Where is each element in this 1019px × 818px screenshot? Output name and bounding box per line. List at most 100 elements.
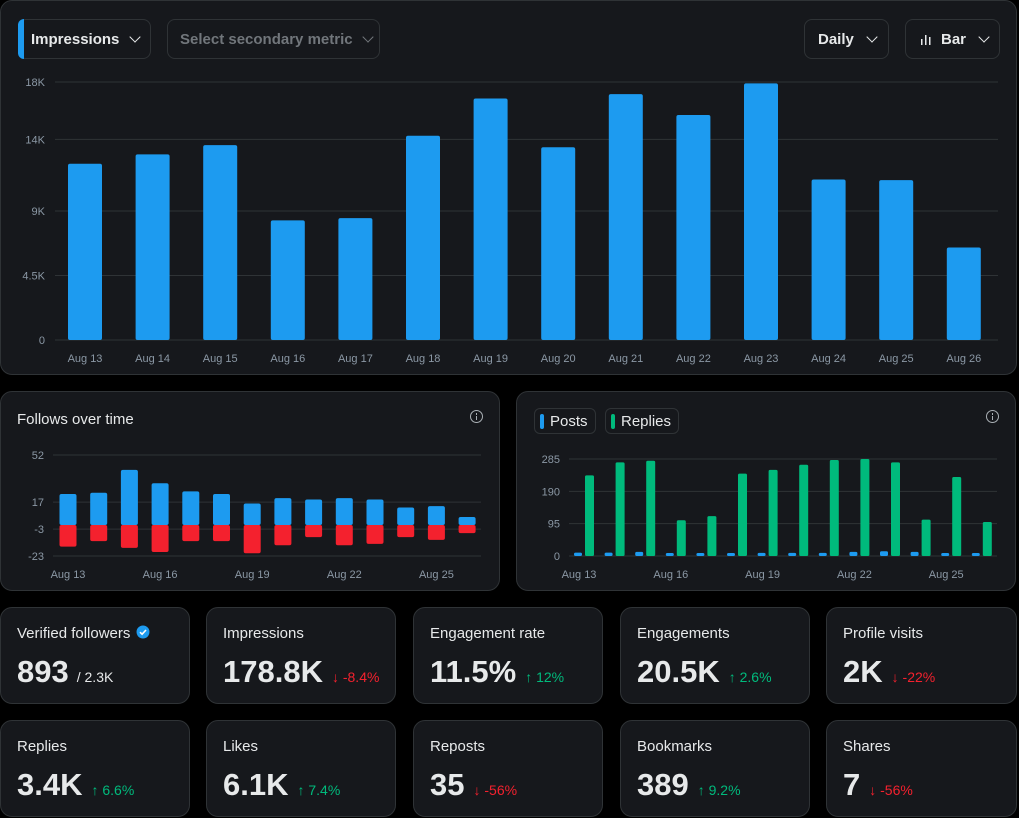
follows-gained-bar (182, 491, 200, 526)
replies-bar (585, 475, 594, 556)
replies-bar (982, 521, 992, 556)
stat-title-text: Bookmarks (637, 738, 713, 755)
x-tick-label: Aug 22 (837, 569, 872, 581)
stat-card-engagements: Engagements 20.5K ↑ 2.6% (620, 607, 810, 704)
stat-sub-value: / 2.3K (76, 669, 114, 685)
primary-metric-dropdown[interactable]: Impressions (18, 19, 151, 59)
stat-value-row: 389 ↑ 9.2% (637, 767, 741, 803)
follows-gained-bar (213, 494, 230, 526)
legend-posts[interactable]: Posts (534, 408, 596, 434)
follows-lost-bar (274, 525, 292, 546)
x-tick-label: Aug 21 (608, 353, 643, 365)
follows-gained-bar (151, 483, 169, 526)
follows-gained-bar (458, 516, 476, 526)
follows-lost-bar (59, 525, 77, 547)
stat-value: 2K (843, 654, 883, 689)
chart-style-dropdown[interactable]: Bar (905, 19, 1000, 59)
stat-title: Engagement rate (430, 625, 545, 642)
y-tick-label: -3 (34, 524, 44, 536)
stat-title-text: Impressions (223, 625, 304, 642)
stat-title-text: Profile visits (843, 625, 924, 642)
impressions-bar (406, 135, 440, 340)
follows-lost-bar (366, 525, 384, 544)
impressions-bar (270, 220, 305, 340)
x-tick-label: Aug 20 (541, 353, 576, 365)
posts-swatch (540, 413, 544, 429)
posts-bar (971, 553, 980, 556)
stat-delta: ↓ -56% (473, 782, 518, 798)
metric-color-accent (18, 19, 24, 59)
info-icon[interactable] (986, 410, 999, 423)
legend-replies[interactable]: Replies (605, 408, 680, 434)
primary-metric-label: Impressions (31, 30, 120, 48)
impressions-bar (135, 154, 170, 340)
stat-title-text: Likes (223, 738, 259, 755)
x-tick-label: Aug 25 (879, 353, 914, 365)
posts-bar (727, 553, 735, 556)
stat-value-row: 3.4K ↑ 6.6% (17, 767, 134, 803)
impressions-bar (879, 180, 914, 340)
stat-value: 20.5K (637, 654, 720, 689)
y-tick-label: 95 (548, 519, 560, 531)
x-tick-label: Aug 17 (338, 353, 373, 365)
stat-value-row: 893 / 2.3K (17, 654, 113, 690)
follows-gained-bar (243, 503, 261, 526)
x-tick-label: Aug 22 (676, 353, 711, 365)
stat-title-text: Engagements (637, 625, 730, 642)
follows-lost-bar (90, 525, 108, 542)
stat-value-row: 35 ↓ -56% (430, 767, 517, 803)
chevron-down-icon (361, 31, 374, 43)
stat-delta: ↓ -8.4% (331, 669, 380, 685)
interval-dropdown[interactable]: Daily (804, 19, 889, 59)
legend-posts-label: Posts (550, 412, 588, 430)
secondary-metric-dropdown[interactable]: Select secondary metric (167, 19, 380, 59)
replies-bar (921, 519, 931, 556)
y-tick-label: 14K (25, 134, 45, 146)
stat-title: Impressions (223, 625, 304, 642)
y-tick-label: 18K (25, 77, 45, 89)
stat-value: 6.1K (223, 767, 289, 802)
stat-delta: ↑ 2.6% (728, 669, 772, 685)
y-tick-label: 0 (39, 335, 45, 347)
follows-gained-bar (90, 492, 108, 526)
secondary-metric-placeholder: Select secondary metric (180, 30, 353, 48)
stat-title-text: Replies (17, 738, 68, 755)
stat-delta: ↑ 12% (525, 669, 565, 685)
impressions-bar (946, 247, 981, 340)
stat-value-row: 7 ↓ -56% (843, 767, 913, 803)
replies-bar (646, 460, 656, 556)
x-tick-label: Aug 18 (406, 353, 441, 365)
posts-bar (788, 552, 797, 556)
posts-replies-chart-panel: Posts Replies 0 95 190 285 Aug 13 Aug 16 Aug 1… (516, 391, 1016, 591)
chevron-down-icon (866, 31, 878, 43)
info-icon[interactable] (470, 410, 483, 423)
stat-value: 11.5% (430, 654, 517, 689)
x-tick-label: Aug 19 (745, 569, 780, 581)
follows-lost-bar (305, 525, 323, 538)
stat-value: 35 (430, 767, 465, 802)
bar-chart-icon (921, 35, 931, 45)
follows-gained-bar (366, 499, 384, 526)
x-tick-label: Aug 15 (203, 353, 238, 365)
x-tick-label: Aug 16 (653, 569, 688, 581)
stat-title: Engagements (637, 625, 730, 642)
stat-value-row: 11.5% ↑ 12% (430, 654, 564, 690)
follows-chart-title: Follows over time (17, 411, 134, 428)
posts-bar (665, 553, 674, 556)
follows-gained-bar (120, 469, 138, 526)
impressions-bar (68, 163, 102, 340)
stat-value-row: 2K ↓ -22% (843, 654, 935, 690)
stat-title: Reposts (430, 738, 485, 755)
x-tick-label: Aug 26 (946, 353, 981, 365)
y-tick-label: 190 (542, 486, 560, 498)
stat-title-text: Reposts (430, 738, 486, 755)
replies-bar (952, 477, 962, 556)
stat-delta: ↑ 7.4% (297, 782, 341, 798)
chevron-down-icon (978, 31, 990, 43)
replies-bar (768, 469, 778, 556)
replies-bar (860, 459, 870, 556)
replies-bar (676, 520, 686, 556)
y-tick-label: 52 (32, 450, 44, 462)
stat-title-text: Engagement rate (430, 625, 546, 642)
interval-label: Daily (818, 30, 854, 48)
